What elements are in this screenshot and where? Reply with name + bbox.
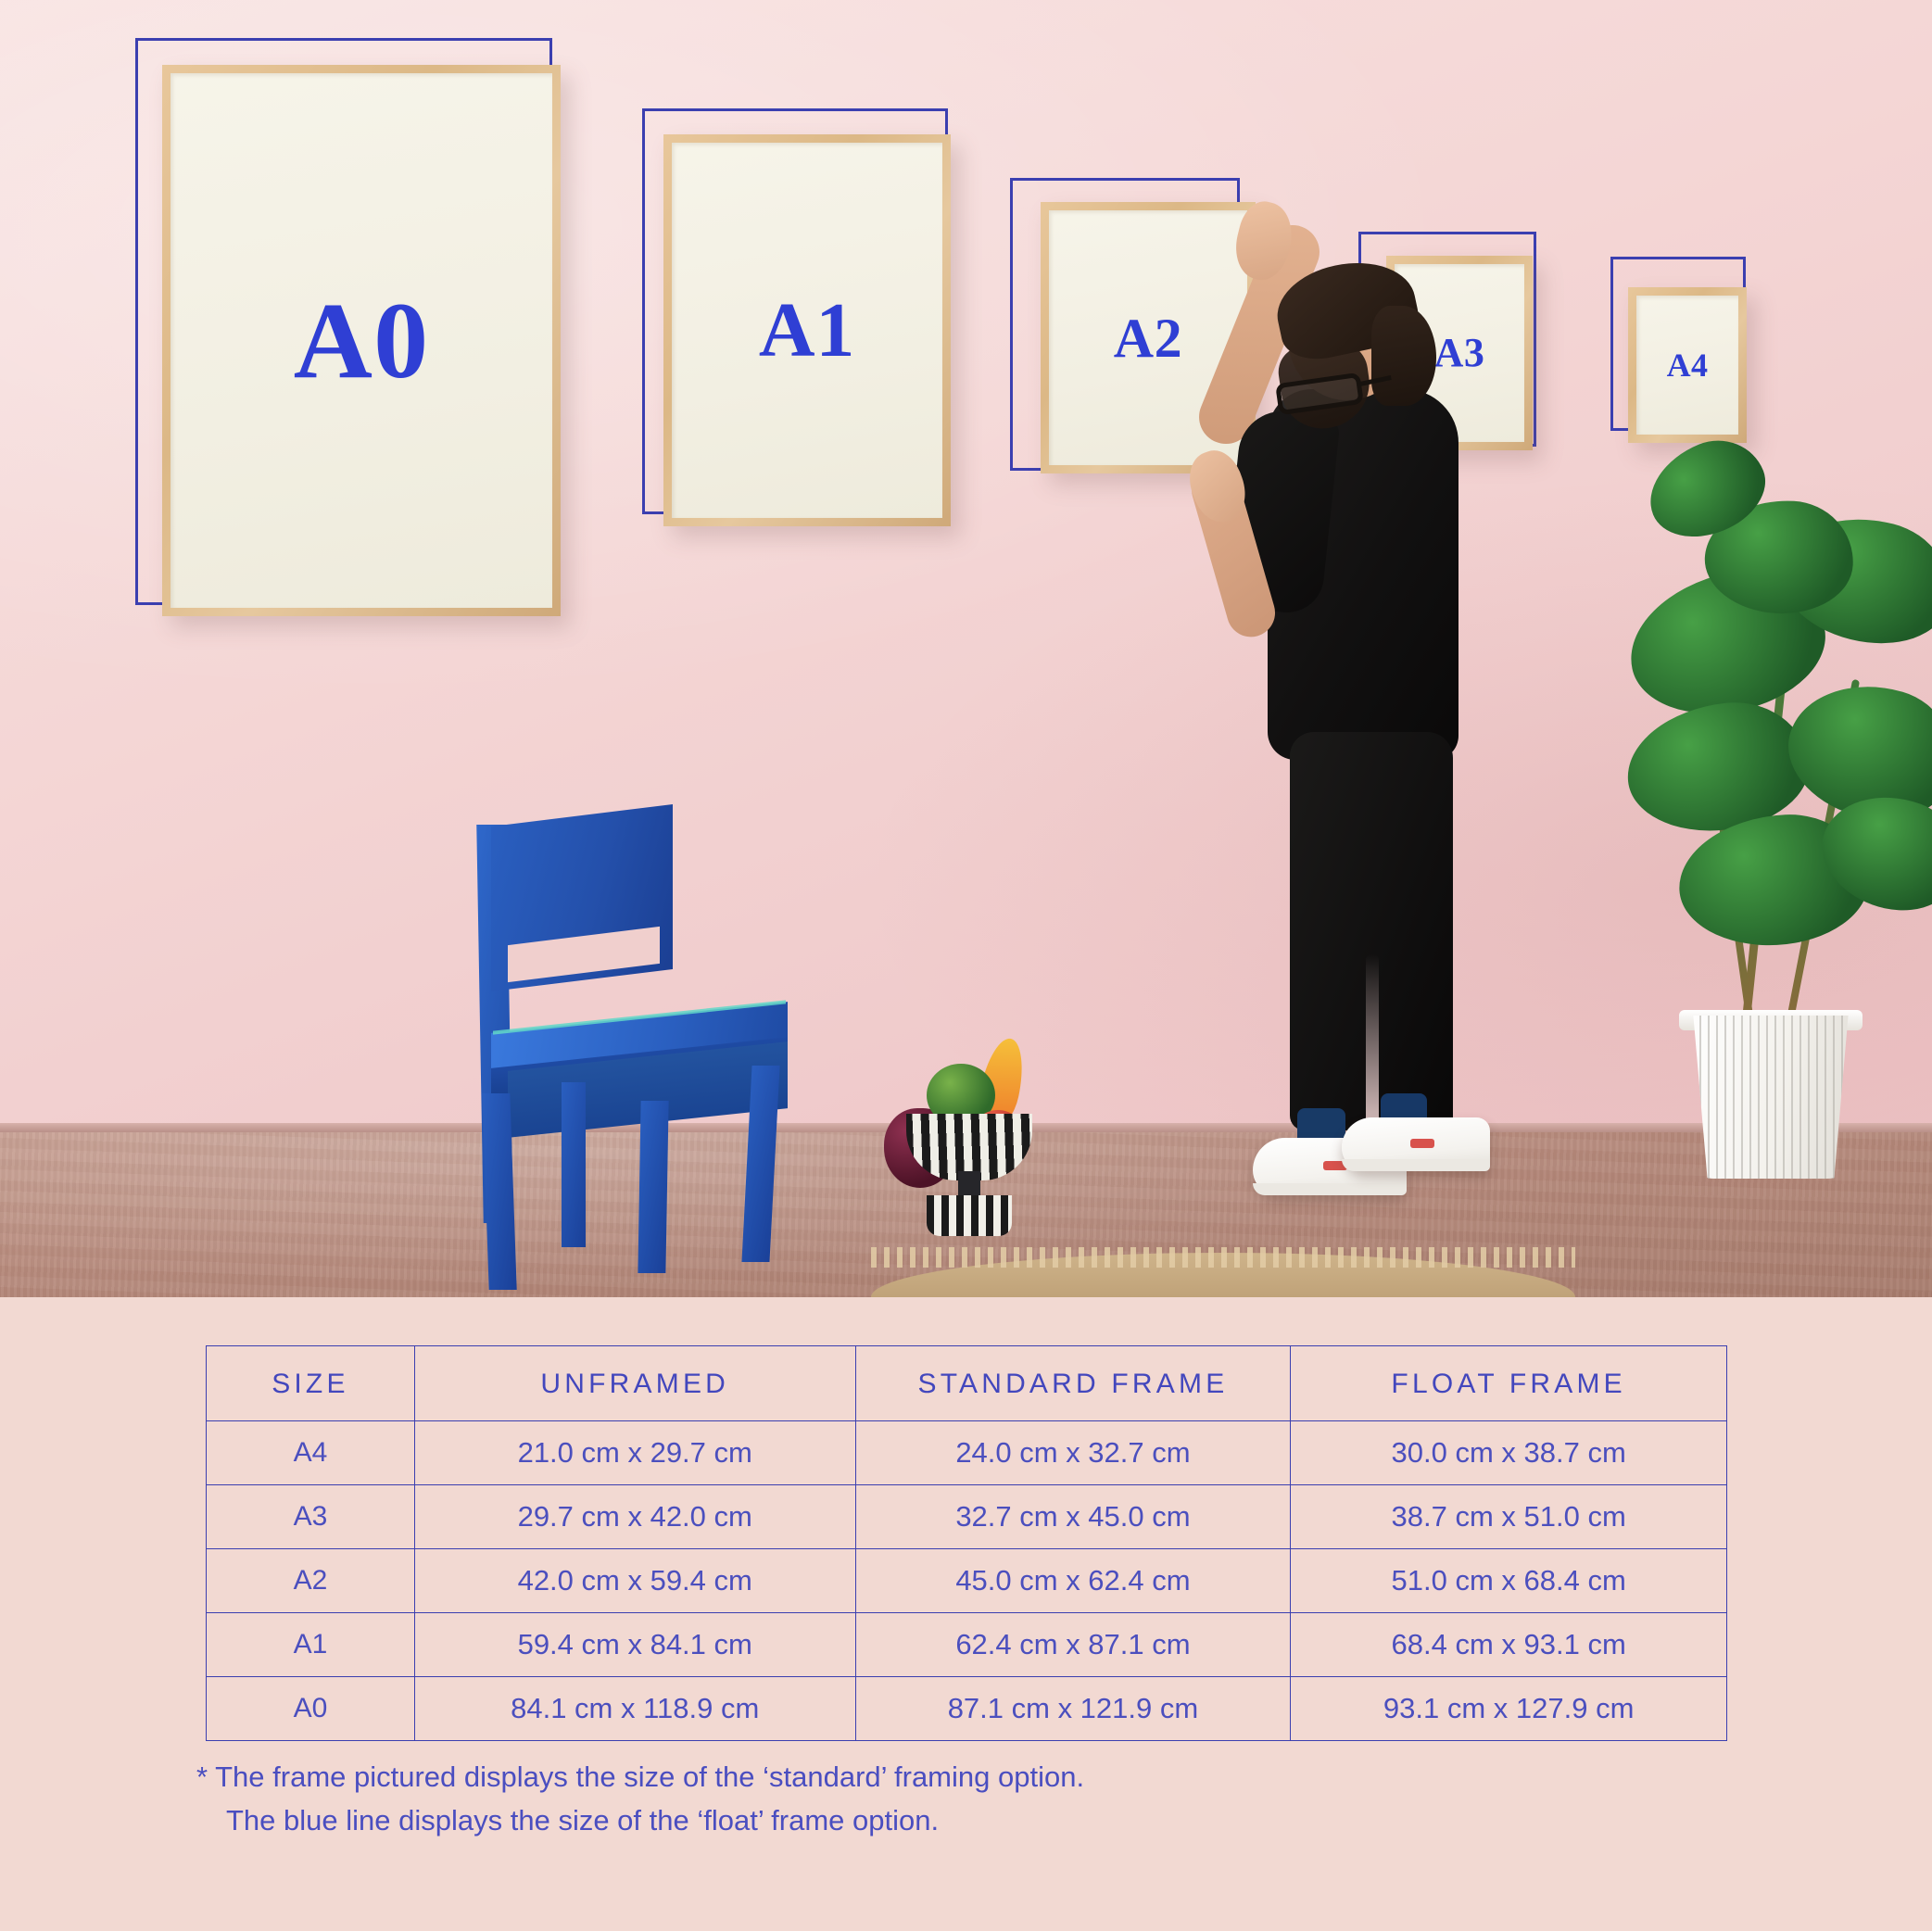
cell-float-a2: 51.0 cm x 68.4 cm — [1290, 1548, 1727, 1613]
footnote-line-2: The blue line displays the size of the ‘… — [226, 1804, 940, 1837]
cell-float-a1: 68.4 cm x 93.1 cm — [1290, 1612, 1727, 1677]
bowl-base — [927, 1195, 1012, 1236]
table-row: A1 59.4 cm x 84.1 cm 62.4 cm x 87.1 cm 6… — [206, 1612, 1727, 1677]
pot-ribbing — [1693, 1016, 1849, 1179]
leg-gap — [1366, 954, 1379, 1130]
hair-back — [1371, 306, 1436, 406]
frame-a4-label: A4 — [1666, 347, 1709, 384]
cell-standard-a1: 62.4 cm x 87.1 cm — [854, 1612, 1292, 1677]
cell-unframed-a4: 21.0 cm x 29.7 cm — [413, 1420, 856, 1485]
footnote: * The frame pictured displays the size o… — [196, 1755, 1084, 1842]
shoe-sole-left — [1253, 1183, 1407, 1195]
cell-size-a3: A3 — [206, 1484, 415, 1549]
chair-leg-front-right — [638, 1101, 669, 1273]
frame-a1: A1 — [663, 134, 951, 526]
cell-unframed-a1: 59.4 cm x 84.1 cm — [413, 1612, 856, 1677]
table-header-row: SIZE UNFRAMED STANDARD FRAME FLOAT FRAME — [206, 1345, 1727, 1421]
cell-float-a3: 38.7 cm x 51.0 cm — [1290, 1484, 1727, 1549]
photo-scene: A0 A1 A2 A3 A4 — [0, 0, 1932, 1297]
frame-a3-label: A3 — [1433, 330, 1485, 375]
cell-standard-a2: 45.0 cm x 62.4 cm — [854, 1548, 1292, 1613]
table-row: A2 42.0 cm x 59.4 cm 45.0 cm x 62.4 cm 5… — [206, 1548, 1727, 1613]
shoe-sole-right — [1342, 1159, 1490, 1171]
cell-float-a4: 30.0 cm x 38.7 cm — [1290, 1420, 1727, 1485]
chair-leg-back-left — [562, 1082, 586, 1247]
frame-a0-label: A0 — [293, 279, 430, 401]
plant-pot — [1693, 1016, 1849, 1179]
size-chart-table: SIZE UNFRAMED STANDARD FRAME FLOAT FRAME… — [206, 1345, 1727, 1741]
col-header-standard: STANDARD FRAME — [854, 1345, 1292, 1421]
table-row: A0 84.1 cm x 118.9 cm 87.1 cm x 121.9 cm… — [206, 1676, 1727, 1741]
frame-a2-label: A2 — [1113, 307, 1183, 369]
cell-standard-a4: 24.0 cm x 32.7 cm — [854, 1420, 1292, 1485]
cell-unframed-a3: 29.7 cm x 42.0 cm — [413, 1484, 856, 1549]
bowl-cup — [906, 1114, 1032, 1180]
shoe-right — [1342, 1117, 1490, 1171]
cell-standard-a0: 87.1 cm x 121.9 cm — [854, 1676, 1292, 1741]
col-header-size: SIZE — [206, 1345, 415, 1421]
frame-a4-mat: A4 — [1636, 296, 1738, 435]
rug-fringe — [871, 1247, 1575, 1268]
table-row: A4 21.0 cm x 29.7 cm 24.0 cm x 32.7 cm 3… — [206, 1420, 1727, 1485]
col-header-unframed: UNFRAMED — [413, 1345, 856, 1421]
cell-size-a1: A1 — [206, 1612, 415, 1677]
size-chart-panel: SIZE UNFRAMED STANDARD FRAME FLOAT FRAME… — [0, 1297, 1932, 1931]
cell-unframed-a0: 84.1 cm x 118.9 cm — [413, 1676, 856, 1741]
frame-a0: A0 — [162, 65, 561, 616]
cell-size-a0: A0 — [206, 1676, 415, 1741]
footnote-line-1: * The frame pictured displays the size o… — [196, 1761, 1085, 1793]
shoe-logo-left — [1323, 1160, 1348, 1170]
frame-a0-mat: A0 — [170, 73, 552, 608]
frame-a4: A4 — [1628, 287, 1747, 443]
frame-a1-mat: A1 — [672, 143, 942, 518]
cell-size-a2: A2 — [206, 1548, 415, 1613]
cell-float-a0: 93.1 cm x 127.9 cm — [1290, 1676, 1727, 1741]
table-row: A3 29.7 cm x 42.0 cm 32.7 cm x 45.0 cm 3… — [206, 1484, 1727, 1549]
frame-a1-label: A1 — [758, 286, 856, 373]
shoe-logo-right — [1409, 1139, 1434, 1149]
col-header-float: FLOAT FRAME — [1290, 1345, 1727, 1421]
cell-unframed-a2: 42.0 cm x 59.4 cm — [413, 1548, 856, 1613]
cell-standard-a3: 32.7 cm x 45.0 cm — [854, 1484, 1292, 1549]
cell-size-a4: A4 — [206, 1420, 415, 1485]
